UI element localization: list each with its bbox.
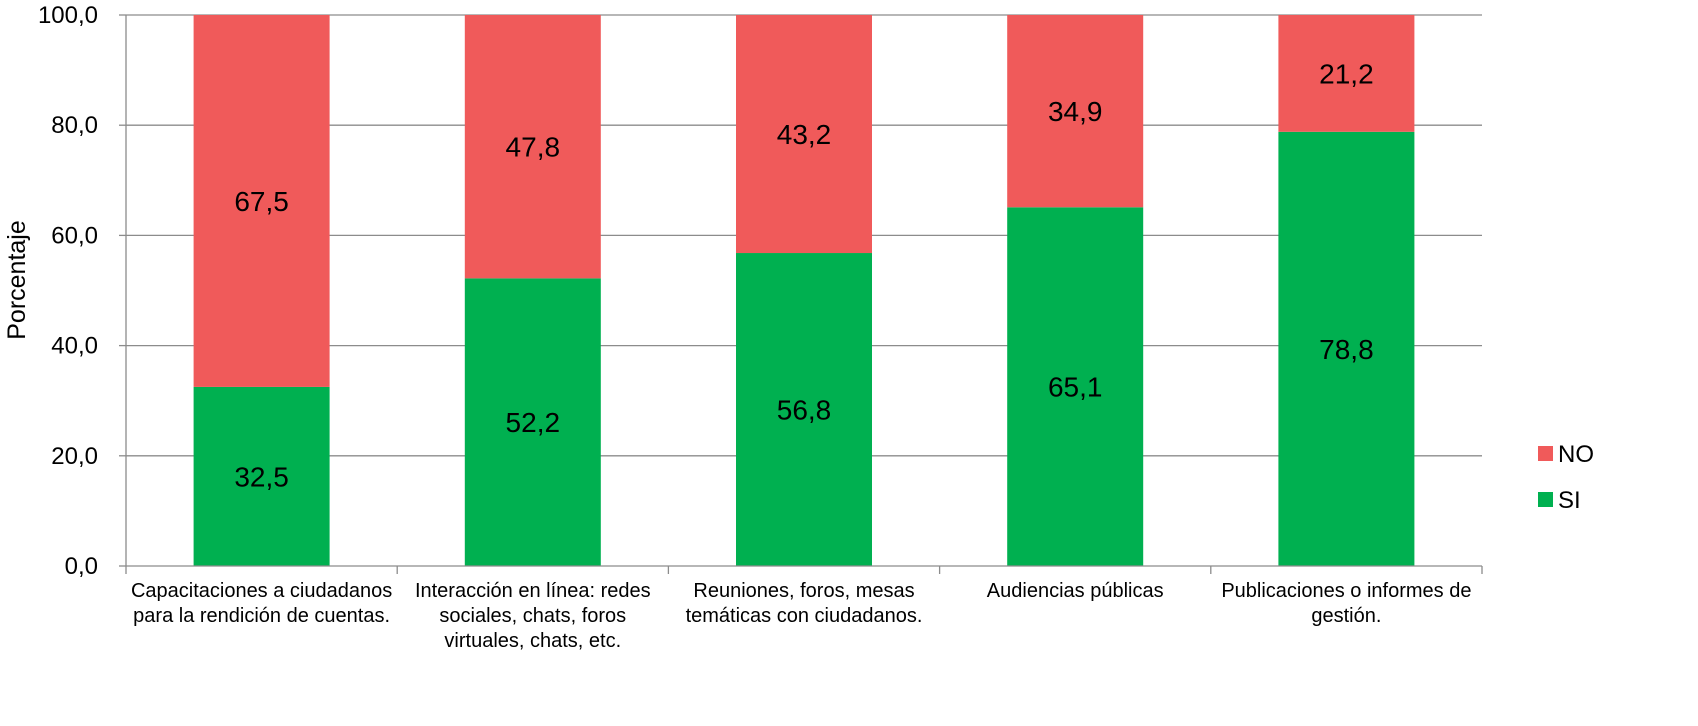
category-label: Publicaciones o informes de gestión.	[1221, 580, 1471, 627]
bar-no	[464, 15, 601, 279]
data-label: 52,2	[506, 407, 561, 438]
y-tick-label: 60,0	[51, 222, 98, 249]
bar-si	[1278, 131, 1415, 566]
category-label-line: temáticas con ciudadanos.	[686, 605, 923, 627]
bar-si	[193, 386, 330, 566]
y-tick-label: 80,0	[51, 112, 98, 139]
data-label: 67,5	[234, 186, 289, 217]
bar-no	[1278, 15, 1415, 132]
category-label-line: Reuniones, foros, mesas	[693, 580, 914, 602]
data-label: 43,2	[777, 119, 832, 150]
bar-no	[736, 15, 872, 254]
bar-si	[464, 278, 601, 566]
y-tick-label: 100,0	[38, 2, 98, 29]
y-tick-labels: 0,0 20,0 40,0 60,0 80,0 100,0	[38, 2, 98, 580]
y-tick-label: 0,0	[65, 553, 98, 580]
category-label: Capacitaciones a ciudadanos para la rendi…	[131, 580, 392, 627]
category-label-line: Publicaciones o informes de	[1221, 580, 1471, 602]
data-label: 56,8	[777, 395, 832, 426]
axes	[119, 14, 1483, 574]
category-labels: Capacitaciones a ciudadanos para la rendi…	[131, 580, 1472, 652]
bar-no	[1007, 15, 1144, 208]
y-tick-label: 40,0	[51, 333, 98, 360]
category-label-line: Audiencias públicas	[987, 580, 1164, 602]
legend-swatch-si	[1538, 492, 1553, 507]
data-label: 32,5	[234, 461, 289, 492]
data-label: 65,1	[1048, 372, 1103, 403]
bar-no	[193, 15, 330, 387]
category-label: Reuniones, foros, mesas temáticas con ciu…	[686, 580, 923, 627]
category-label-line: Interacción en línea: redes	[415, 580, 651, 602]
category-label-line: virtuales, chats, etc.	[444, 630, 621, 652]
bars	[193, 15, 1415, 567]
category-label-line: Capacitaciones a ciudadanos	[131, 580, 392, 602]
y-tick-label: 20,0	[51, 443, 98, 470]
legend-label-si: SI	[1558, 487, 1581, 514]
data-label: 34,9	[1048, 96, 1103, 127]
bar-si	[1007, 207, 1144, 566]
category-label-line: gestión.	[1311, 605, 1381, 627]
category-label: Audiencias públicas	[987, 580, 1164, 602]
bar-si	[736, 253, 872, 567]
legend: NO SI	[1538, 441, 1594, 514]
data-label: 78,8	[1319, 334, 1374, 365]
data-label: 21,2	[1319, 58, 1374, 89]
legend-label-no: NO	[1558, 441, 1594, 468]
y-axis-title: Porcentaje	[3, 220, 31, 340]
category-label-line: sociales, chats, foros	[439, 605, 626, 627]
data-label: 47,8	[506, 132, 561, 163]
category-label-line: para la rendición de cuentas.	[133, 605, 390, 627]
data-labels: 32,5 67,5 52,2 47,8 56,8 43,2 65,1 34,9 78,8 21,2	[234, 58, 1373, 492]
legend-swatch-no	[1538, 446, 1553, 461]
category-label: Interacción en línea: redes sociales, cha…	[415, 580, 651, 652]
